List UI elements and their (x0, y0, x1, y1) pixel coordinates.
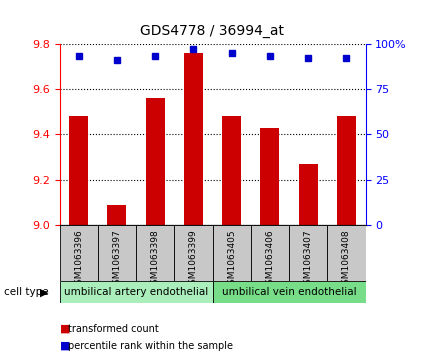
Text: GSM1063399: GSM1063399 (189, 229, 198, 290)
Bar (60, 281, 212, 303)
Text: percentile rank within the sample: percentile rank within the sample (68, 340, 233, 351)
Text: GSM1063398: GSM1063398 (150, 229, 160, 290)
Bar (184, 53, 203, 225)
Bar (289, 225, 327, 281)
Text: umbilical artery endothelial: umbilical artery endothelial (64, 287, 208, 297)
Bar (251, 225, 289, 281)
Bar (212, 225, 251, 281)
Text: GDS4778 / 36994_at: GDS4778 / 36994_at (141, 24, 284, 38)
Text: umbilical vein endothelial: umbilical vein endothelial (222, 287, 356, 297)
Bar (222, 116, 241, 225)
Text: GSM1063408: GSM1063408 (342, 229, 351, 290)
Text: ■: ■ (60, 323, 70, 334)
Text: GSM1063406: GSM1063406 (265, 229, 275, 290)
Bar (174, 225, 212, 281)
Text: cell type: cell type (4, 287, 49, 297)
Text: GSM1063397: GSM1063397 (112, 229, 122, 290)
Bar (60, 225, 98, 281)
Text: transformed count: transformed count (68, 323, 159, 334)
Bar (298, 164, 317, 225)
Bar (327, 225, 366, 281)
Text: GSM1063407: GSM1063407 (303, 229, 313, 290)
Bar (212, 281, 366, 303)
Text: ■: ■ (60, 340, 70, 351)
Text: GSM1063396: GSM1063396 (74, 229, 83, 290)
Text: GSM1063405: GSM1063405 (227, 229, 236, 290)
Bar (98, 225, 136, 281)
Bar (260, 127, 280, 225)
Bar (136, 225, 174, 281)
Bar (107, 205, 127, 225)
Text: ▶: ▶ (40, 287, 49, 297)
Bar (69, 116, 88, 225)
Bar (145, 98, 164, 225)
Bar (337, 116, 356, 225)
